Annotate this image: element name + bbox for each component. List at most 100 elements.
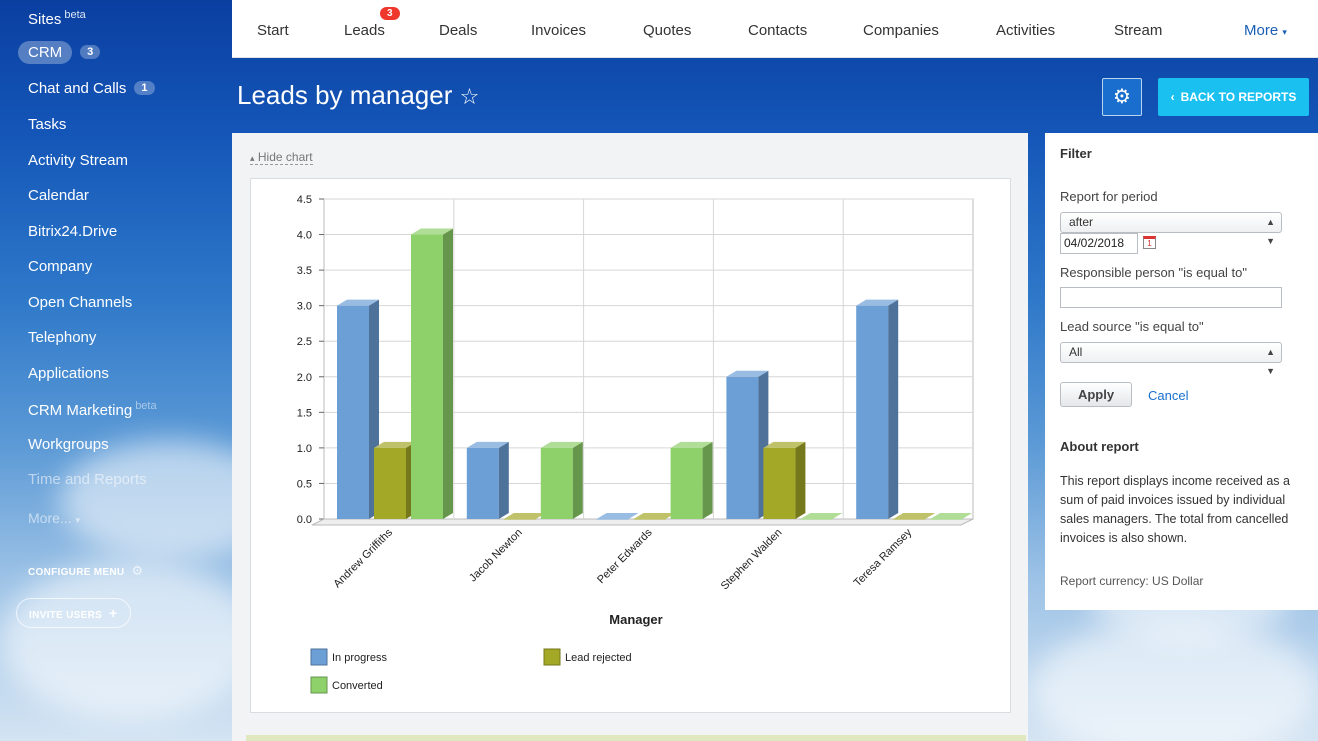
tab-stream[interactable]: Stream — [1114, 22, 1163, 39]
period-label: Report for period — [1060, 189, 1158, 204]
sidebar-item-calendar[interactable]: Calendar — [28, 187, 89, 204]
bar-side — [443, 228, 453, 520]
y-tick-label: 4.0 — [297, 230, 312, 242]
sidebar-item-applications[interactable]: Applications — [28, 365, 109, 382]
bar-top — [670, 441, 713, 448]
beta-label: beta — [64, 9, 86, 21]
sidebar-item-crm[interactable]: CRM 3 — [18, 41, 101, 64]
sidebar-item-telephony[interactable]: Telephony — [28, 329, 97, 346]
chart-container: 0.0 0.5 1.0 1.5 2.0 2.5 3.0 3.5 4.0 4.5 Andrew Gr… — [250, 178, 1011, 713]
sidebar-item-company[interactable]: Company — [28, 258, 93, 275]
y-tick-label: 0.5 — [297, 478, 312, 490]
tab-label: More — [1244, 22, 1279, 39]
bar-2-1 — [540, 441, 583, 519]
tab-activities[interactable]: Activities — [996, 22, 1056, 39]
notification-badge: 3 — [380, 7, 400, 20]
x-tick-label: Jacob Newton — [467, 527, 525, 585]
bar-top — [763, 441, 806, 448]
y-tick-label: 3.5 — [297, 265, 312, 277]
tab-more[interactable]: More ▾ — [1244, 22, 1287, 39]
tab-leads[interactable]: Leads 3 — [344, 7, 400, 39]
bar-1-2 — [633, 513, 676, 520]
tab-companies[interactable]: Companies — [863, 22, 939, 39]
sidebar-more[interactable]: More... ▾ — [28, 510, 80, 526]
star-icon[interactable]: ☆ — [459, 84, 480, 109]
tab-invoices[interactable]: Invoices — [531, 22, 587, 39]
count-badge: 1 — [134, 81, 155, 95]
responsible-input[interactable] — [1060, 287, 1282, 308]
plus-icon: + — [109, 605, 118, 621]
hide-chart-link[interactable]: ▴ Hide chart — [250, 150, 313, 165]
chart-bars — [337, 228, 973, 520]
bar-1-0 — [374, 441, 416, 519]
bar-top — [337, 299, 379, 306]
table-header-strip — [246, 735, 1026, 741]
beta-label: beta — [135, 400, 157, 412]
tab-quotes[interactable]: Quotes — [643, 22, 692, 39]
cancel-link[interactable]: Cancel — [1148, 388, 1189, 403]
tab-contacts[interactable]: Contacts — [748, 22, 808, 39]
bar-side — [888, 299, 899, 519]
y-tick-label: 2.5 — [297, 336, 312, 348]
bar-2-0 — [411, 228, 453, 520]
x-tick-label: Andrew Griffiths — [331, 526, 395, 590]
bar-front — [411, 234, 443, 520]
sidebar-item-chat[interactable]: Chat and Calls 1 — [28, 80, 155, 97]
bar-1-4 — [893, 513, 936, 520]
configure-menu-button[interactable]: CONFIGURE MENU ⚙ — [28, 563, 143, 579]
source-select[interactable]: All ▲ ▼ — [1060, 342, 1282, 376]
bar-front — [763, 447, 796, 519]
sidebar-item-label: Chat and Calls — [28, 80, 127, 97]
sidebar-item-crm-marketing[interactable]: CRM Marketing beta — [28, 400, 157, 419]
source-select-value: All — [1069, 345, 1083, 359]
bar-front — [856, 305, 889, 519]
bar-front — [670, 447, 703, 519]
calendar-icon[interactable]: 1 — [1143, 236, 1156, 249]
configure-menu-label: CONFIGURE MENU — [28, 567, 125, 578]
bar-top — [856, 299, 899, 306]
date-input[interactable]: 04/02/2018 — [1060, 233, 1138, 254]
legend-label: In progress — [332, 652, 388, 664]
back-to-reports-button[interactable]: ‹ BACK TO REPORTS — [1158, 78, 1309, 116]
sidebar-item-tasks[interactable]: Tasks — [28, 116, 67, 133]
bar-top — [411, 228, 453, 235]
sidebar-item-time-reports[interactable]: Time and Reports — [28, 471, 147, 488]
responsible-label: Responsible person "is equal to" — [1060, 265, 1248, 280]
period-select[interactable]: after ▲ ▼ — [1060, 212, 1282, 246]
bar-side — [795, 441, 806, 519]
sidebar-item-drive[interactable]: Bitrix24.Drive — [28, 223, 118, 240]
settings-button[interactable]: ⚙ — [1102, 78, 1142, 116]
bar-side — [702, 441, 713, 519]
collapse-icon: ▴ — [250, 153, 255, 163]
bar-top — [374, 441, 416, 448]
filter-title: Filter — [1060, 146, 1092, 161]
bar-side — [572, 441, 583, 519]
bar-2-2 — [670, 441, 713, 519]
bar-top — [800, 513, 843, 519]
tab-deals[interactable]: Deals — [439, 22, 478, 39]
sidebar-item-sites[interactable]: Sites beta — [28, 9, 86, 28]
bar-front — [893, 519, 926, 520]
hide-chart-label: Hide chart — [257, 150, 313, 164]
tab-start[interactable]: Start — [257, 22, 289, 39]
invite-users-button[interactable]: INVITE USERS + — [16, 598, 131, 628]
chart-legend: In progress Lead rejected Converted — [310, 648, 632, 694]
gear-icon: ⚙ — [131, 563, 144, 578]
filter-panel: Filter Report for period after ▲ ▼ 04/02/2… — [1045, 133, 1318, 610]
bar-front — [800, 519, 833, 520]
sidebar-item-open-channels[interactable]: Open Channels — [28, 294, 133, 311]
apply-button[interactable]: Apply — [1060, 382, 1132, 407]
top-navigation: Start Leads 3 Deals Invoices Quotes Conta… — [232, 0, 1318, 58]
y-tick-label: 1.5 — [297, 407, 312, 419]
sidebar-item-activity-stream[interactable]: Activity Stream — [28, 152, 129, 169]
gear-icon: ⚙ — [1113, 86, 1131, 108]
about-text: This report displays income received as … — [1060, 474, 1290, 545]
period-select-value: after — [1069, 215, 1094, 229]
page-title: Leads by manager ☆ — [237, 80, 479, 111]
bar-top — [633, 513, 676, 519]
sidebar-item-workgroups[interactable]: Workgroups — [28, 436, 109, 453]
chevron-down-icon: ▾ — [75, 515, 80, 525]
bar-side — [498, 441, 509, 519]
x-tick-label: Teresa Ramsey — [852, 526, 915, 589]
page-title-text: Leads by manager — [237, 80, 453, 110]
